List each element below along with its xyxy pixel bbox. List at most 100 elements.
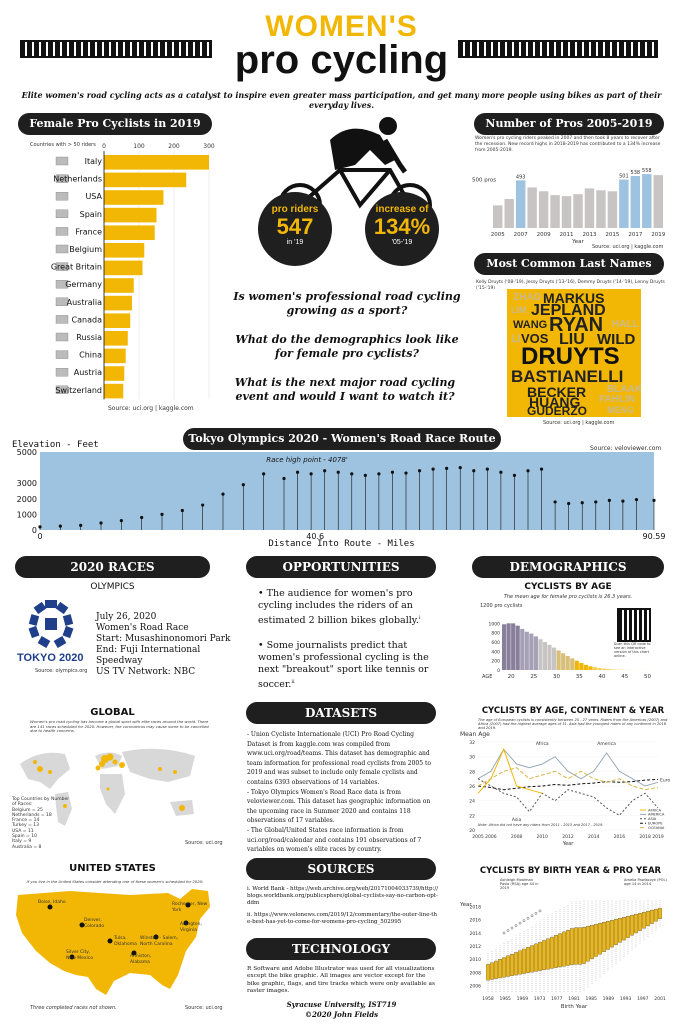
fp-category-label: Spain [80,210,102,219]
qr-code-icon[interactable] [617,608,651,642]
fp-xtick: 100 [133,143,145,150]
races-subtitle: OLYMPICS [90,582,135,592]
age-bar [506,623,511,670]
route-point [363,473,367,477]
word-liu: LIU [559,331,585,348]
route-point [323,469,327,473]
race-start: Start: Musashinonomori Park [96,634,231,644]
increase-label: increase of [375,204,429,215]
route-point [539,467,544,471]
sources-list: i. World Bank - https://web.archive.org/… [247,886,439,926]
age-bar [502,624,507,670]
word-druyts: DRUYTS [521,343,620,370]
tire-track-left [20,40,212,58]
opportunities-bullet-1: • The audience for women's pro cycling i… [258,588,421,627]
title-line2: pro cycling [234,38,449,82]
age-bar [565,656,570,670]
birth-box [622,917,626,941]
us-city-denver: Denver, Colorado [84,918,105,929]
birth-outlier [534,912,538,915]
age-xlabel: AGE [482,674,492,680]
fp-bar [104,313,131,328]
route-point [336,470,340,474]
birth-xtick: 2001 [654,996,666,1002]
flag-icon [55,279,69,289]
cont-ytick: 26 [469,784,475,790]
fp-bar [104,383,124,399]
pros-xtick: 2013 [582,232,596,238]
us-source: Source: uci.org [185,1005,223,1011]
birth-box [554,935,558,968]
birth-ytick: 2006 [470,983,482,989]
cont-ytick: 30 [469,755,475,761]
birth-xtick: 1973 [534,996,546,1002]
birth-box [542,940,546,971]
age-bar [533,636,538,670]
fp-category-label: Canada [72,315,103,324]
route-point [621,499,625,503]
word-meng: MENG [607,405,634,415]
footer-line1: Syracuse University, IST719 [286,1000,397,1009]
birth-xtick: 1997 [637,996,649,1002]
route-point [221,492,225,496]
route-point [350,472,354,476]
birth-box [590,925,594,960]
olympic-emblem-icon [28,600,74,648]
route-point [377,472,381,476]
birth-box [658,907,662,920]
age-ytick: 1000 [489,621,501,627]
birth-box [646,910,650,927]
cont-xtick: 2018 [639,834,651,840]
us-city-rochester: Rochester, New York [172,902,208,913]
pros-bar [527,187,537,228]
birth-ytick: 2016 [470,918,482,924]
pro-riders-sub: in '19 [286,239,304,246]
cont-xtick: 2008 [511,834,523,840]
source-velonews[interactable]: ii. https://www.velonews.com/2019/12/com… [247,912,438,925]
word-vos: VOS [521,331,549,346]
route-point [201,503,205,507]
cont-label-europe: Europe [660,777,670,783]
increase-value: 134% [373,214,431,239]
birth-xtick: 1958 [482,996,494,1002]
route-point [634,497,639,502]
birth-box [654,908,658,922]
us-note: If you live in the United States conside… [26,879,204,884]
pro-riders-label: pro riders [271,204,319,215]
birth-ytick: 2010 [470,957,482,963]
birth-xlabel: Birth Year [561,1004,588,1010]
us-footnote: Three completed races not shown. [30,1005,117,1011]
flag-icon [55,192,69,201]
pros-bar [642,174,652,228]
source-world-bank[interactable]: i. World Bank - https://web.archive.org/… [247,886,439,906]
race-tv: US TV Network: NBC [96,667,196,677]
dataset-global: - The Global/United States race informat… [247,826,422,854]
age-bar [538,639,543,670]
pros-xtick: 2011 [560,232,574,238]
birth-box [650,909,654,924]
pros-xtick: 2009 [537,232,551,238]
olympic-logo-source: Source: olympics.org [35,668,88,674]
birth-box [562,931,566,967]
route-point [295,470,300,474]
birth-box [538,941,542,971]
birth-box [638,912,642,931]
birth-box [510,953,514,976]
cont-legend-label: ASIA [648,817,657,821]
fp-category-label: Italy [85,157,103,166]
fp-category-label: Netherlands [53,175,102,184]
pros-data-label: 538 [631,170,641,176]
cont-ytick: 32 [469,740,475,746]
birth-outlier [506,929,510,932]
route-point [140,515,144,520]
fp-bar [104,278,134,293]
cont-ytick: 28 [469,769,475,775]
birth-annot-right: Amelia Pawlaczyk (POL) age 14 in 2014 [624,878,667,886]
age-ytick: 200 [491,659,500,665]
age-bar [579,663,584,670]
birth-box [526,947,530,973]
title-line1: WOMEN'S [265,10,418,43]
fp-category-label: Germany [65,280,102,289]
